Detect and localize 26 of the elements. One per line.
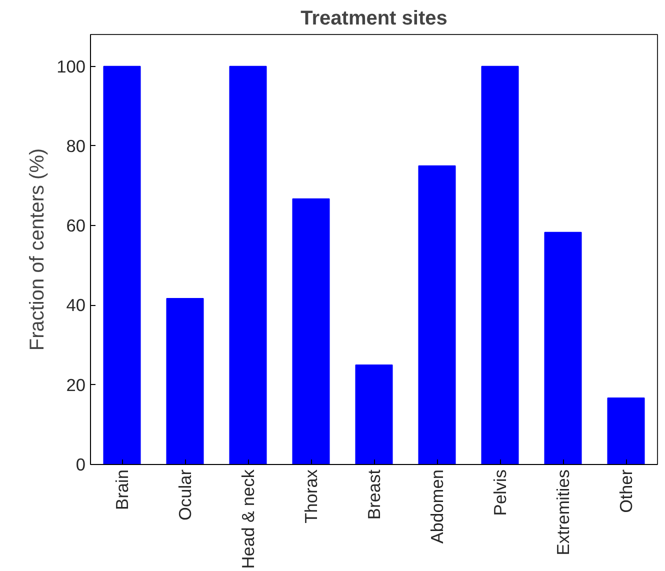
x-tick-label: Breast bbox=[364, 469, 384, 520]
x-tick-label: Head & neck bbox=[238, 469, 258, 569]
x-tick-label: Brain bbox=[112, 470, 132, 510]
bar bbox=[229, 66, 267, 464]
bar bbox=[166, 298, 204, 464]
x-tick-label: Other bbox=[616, 469, 636, 513]
chart-title: Treatment sites bbox=[300, 8, 448, 30]
bar bbox=[418, 165, 456, 464]
x-tick-label: Pelvis bbox=[490, 469, 510, 516]
bar bbox=[481, 66, 519, 464]
bar bbox=[292, 198, 330, 464]
y-tick-label: 40 bbox=[66, 295, 86, 316]
bar bbox=[355, 364, 393, 464]
bar bbox=[103, 66, 141, 464]
y-tick-label: 20 bbox=[66, 374, 86, 395]
bar bbox=[544, 232, 582, 464]
x-tick-label: Thorax bbox=[301, 469, 321, 524]
x-tick-label: Abdomen bbox=[427, 469, 447, 544]
y-axis-title: Fraction of centers (%) bbox=[26, 148, 49, 351]
x-tick-label: Extremities bbox=[553, 469, 573, 556]
y-tick-label: 60 bbox=[66, 216, 86, 236]
x-tick-label: Ocular bbox=[175, 469, 195, 521]
y-tick-label: 100 bbox=[56, 56, 86, 76]
y-tick-label: 0 bbox=[76, 454, 86, 474]
bar bbox=[607, 398, 645, 464]
y-tick-label: 80 bbox=[66, 136, 86, 156]
